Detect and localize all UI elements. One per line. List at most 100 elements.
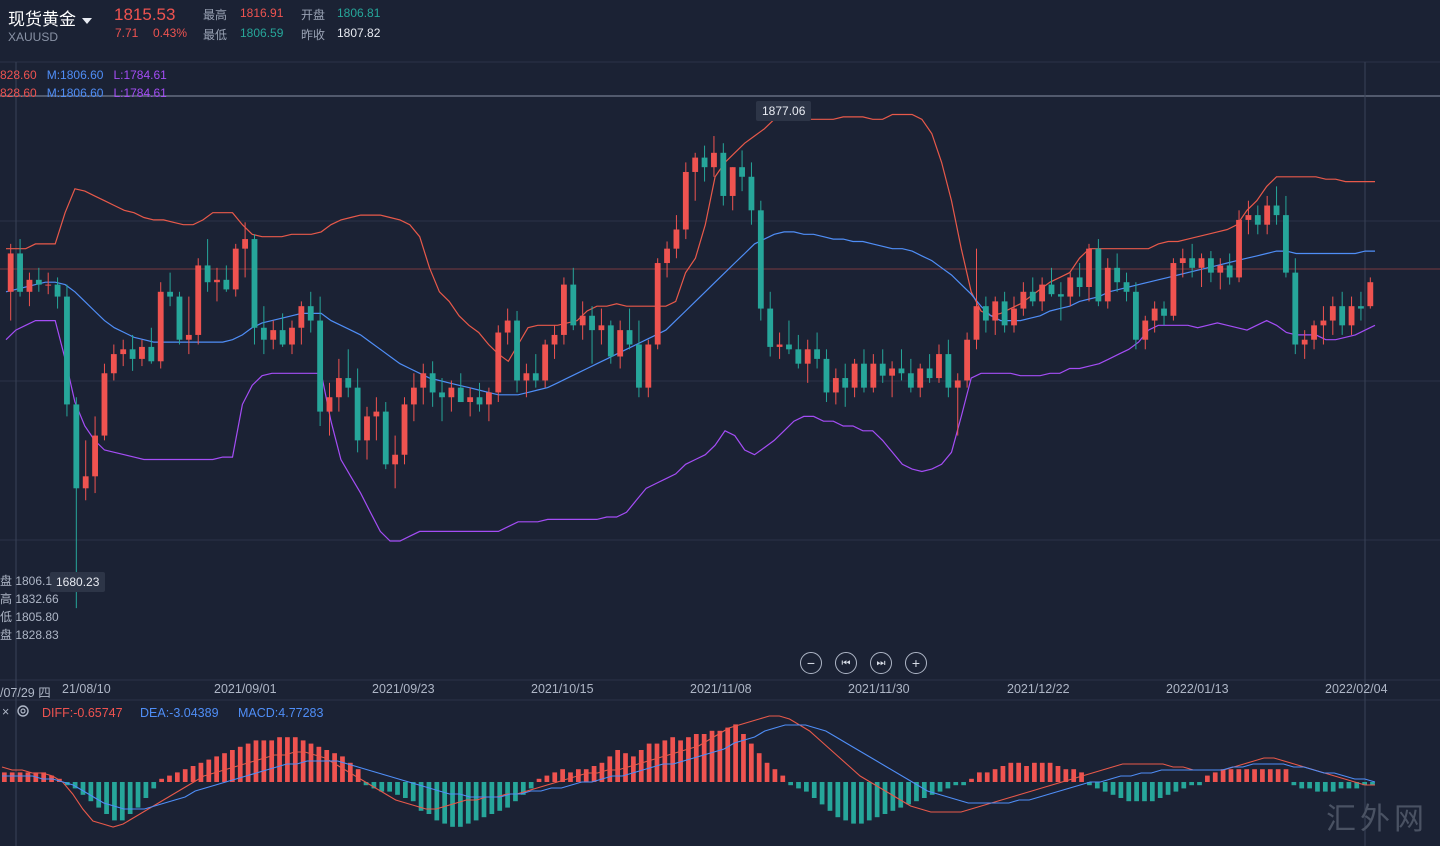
candle [861,349,867,393]
candle [879,349,886,383]
candle-body [664,248,670,264]
macd-bar [945,782,951,789]
candle [1039,277,1046,311]
candle [589,306,595,364]
candle [232,243,239,297]
candle-body [1198,258,1205,268]
candle [645,339,652,398]
indicator-close-icon[interactable]: × [2,705,10,719]
macd-bar [1055,766,1061,782]
macd-bar [890,782,896,811]
candle-body [17,253,23,292]
macd-bar [1338,782,1344,789]
caret-down-icon[interactable] [82,17,92,24]
scroll-left-button[interactable]: ⏮ [835,652,857,674]
macd-bar [403,782,408,798]
macd-bar [324,750,330,782]
candle [814,332,820,369]
candle-body [523,373,530,381]
candle [729,167,736,211]
indicator-settings-icon[interactable] [16,704,30,721]
open-value: 1806.81 [337,6,381,20]
candle-body [1011,308,1017,326]
candle [748,162,755,225]
macd-bar [937,782,943,792]
candle-body [298,306,305,328]
candle [682,162,689,240]
macd-bar [214,756,220,782]
candle-body [1283,215,1289,273]
candle [364,406,370,460]
candle [1198,253,1205,288]
candle-body [1236,219,1242,278]
macd-bar [237,746,243,782]
candle-body [804,349,811,364]
macd-bar [371,782,377,789]
candle-body [1151,308,1158,321]
candle-body [1273,205,1280,216]
candle [1011,296,1017,333]
candle-body [795,349,802,364]
candle-body [260,327,267,340]
macd-bar [725,727,731,782]
candle [701,145,708,182]
macd-bar [1039,762,1045,782]
macd-bar [119,782,125,821]
candle-body [101,373,108,436]
last-price: 1815.53 [114,5,176,24]
middle-band-line [5,231,1375,396]
macd-bar [1079,772,1084,782]
candle-body [1348,306,1355,326]
macd-bar [866,782,872,821]
boll-lower-1: L:1784.61 [113,68,167,82]
macd-bar [167,775,172,782]
candle-body [1057,294,1064,297]
macd-bar [568,772,573,782]
candle-body [485,392,492,405]
candle-body [1301,339,1308,345]
candle-body [448,387,455,398]
x-tick-label: 2021/09/23 [372,682,435,696]
candle-body [720,152,727,196]
candle-body [1189,258,1196,268]
macd-bar [693,734,699,782]
macd-bar [261,740,267,782]
macd-bar [1299,782,1305,789]
candle [214,267,220,302]
zoom-in-button[interactable]: + [905,652,927,674]
candle-body [1114,267,1121,283]
candle-body [457,387,464,403]
candle-body [579,315,586,326]
macd-bar [1283,769,1289,782]
macd-diff-label: DIFF:-0.65747 [42,706,123,720]
macd-bar [827,782,833,811]
macd-bar [1197,782,1202,786]
candle-body [954,380,961,388]
macd-bar [772,769,778,782]
macd-bar [1228,769,1234,782]
candle [598,308,605,345]
candle [354,368,361,453]
scroll-right-button[interactable]: ⏭ [870,652,892,674]
macd-bar [929,782,935,795]
macd-bar [174,772,180,782]
zoom-out-button[interactable]: − [800,652,822,674]
candle [982,296,989,333]
candle [711,136,717,177]
instrument-selector[interactable]: 现货黄金 [8,5,92,30]
macd-bar [308,743,314,782]
macd-bar [788,782,794,786]
candle-body [382,411,389,465]
macd-bar [112,782,117,821]
macd-bar [1189,782,1195,786]
macd-bar [914,782,919,802]
candle-body [270,330,277,340]
macd-bar [1110,782,1116,795]
candle-body [870,363,877,388]
macd-bar [395,782,400,795]
boll-upper-2: 828.60 [0,86,37,100]
candle [504,308,511,345]
macd-bar [607,756,613,782]
candle [251,234,258,345]
